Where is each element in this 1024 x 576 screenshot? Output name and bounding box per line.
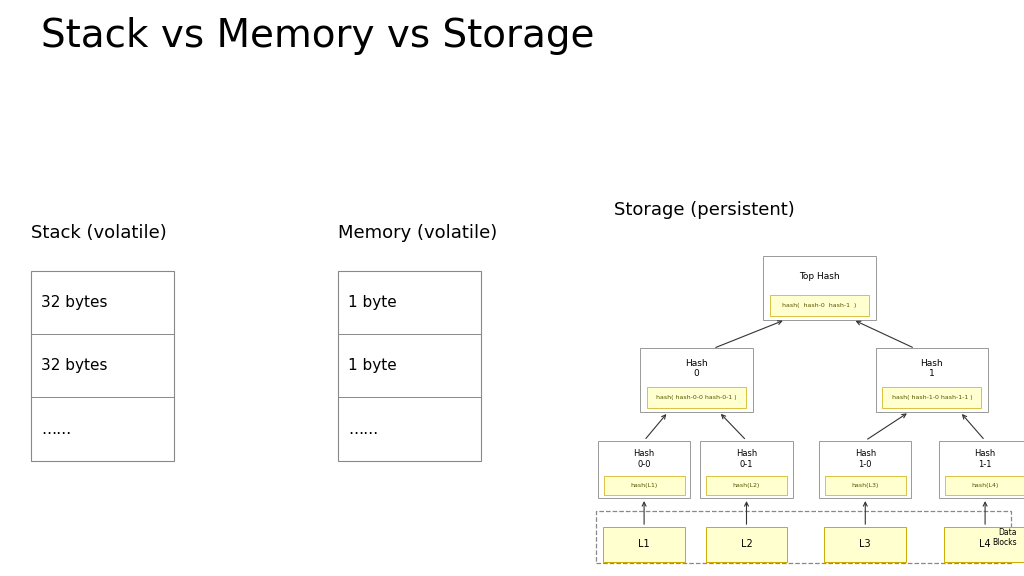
- FancyBboxPatch shape: [819, 441, 911, 498]
- Text: ……: ……: [41, 422, 72, 437]
- FancyBboxPatch shape: [944, 476, 1024, 495]
- Text: Data
Blocks: Data Blocks: [992, 528, 1017, 547]
- Text: Stack vs Memory vs Storage: Stack vs Memory vs Storage: [41, 17, 595, 55]
- Text: Hash
1-0: Hash 1-0: [855, 449, 876, 469]
- Text: Hash
0-0: Hash 0-0: [634, 449, 654, 469]
- Text: L3: L3: [859, 539, 871, 550]
- Text: Hash
1-1: Hash 1-1: [975, 449, 995, 469]
- FancyBboxPatch shape: [647, 387, 745, 408]
- Text: Hash
1: Hash 1: [921, 359, 943, 378]
- FancyBboxPatch shape: [944, 527, 1024, 562]
- Text: L1: L1: [638, 539, 650, 550]
- Text: L4: L4: [979, 539, 991, 550]
- Text: L2: L2: [740, 539, 753, 550]
- FancyBboxPatch shape: [824, 527, 906, 562]
- FancyBboxPatch shape: [640, 348, 753, 412]
- Text: hash(L3): hash(L3): [852, 483, 879, 488]
- Text: hash(L4): hash(L4): [972, 483, 998, 488]
- Text: Storage (persistent): Storage (persistent): [614, 201, 796, 219]
- Text: hash(L1): hash(L1): [631, 483, 657, 488]
- Text: Hash
0-1: Hash 0-1: [736, 449, 757, 469]
- FancyBboxPatch shape: [939, 441, 1024, 498]
- FancyBboxPatch shape: [603, 476, 685, 495]
- FancyBboxPatch shape: [706, 476, 787, 495]
- FancyBboxPatch shape: [338, 271, 481, 461]
- Text: ……: ……: [348, 422, 379, 437]
- Text: 32 bytes: 32 bytes: [41, 295, 108, 310]
- FancyBboxPatch shape: [883, 387, 981, 408]
- FancyBboxPatch shape: [603, 527, 685, 562]
- Text: Stack (volatile): Stack (volatile): [31, 224, 167, 242]
- Text: Memory (volatile): Memory (volatile): [338, 224, 498, 242]
- FancyBboxPatch shape: [876, 348, 988, 412]
- FancyBboxPatch shape: [31, 271, 174, 461]
- Text: Top Hash: Top Hash: [799, 272, 840, 281]
- FancyBboxPatch shape: [706, 527, 787, 562]
- Text: hash( hash-0-0 hash-0-1 ): hash( hash-0-0 hash-0-1 ): [656, 395, 736, 400]
- FancyBboxPatch shape: [598, 441, 690, 498]
- Text: hash(  hash-0  hash-1  ): hash( hash-0 hash-1 ): [782, 303, 856, 308]
- FancyBboxPatch shape: [824, 476, 906, 495]
- FancyBboxPatch shape: [770, 295, 868, 316]
- Text: 1 byte: 1 byte: [348, 295, 397, 310]
- Text: 32 bytes: 32 bytes: [41, 358, 108, 373]
- Text: hash( hash-1-0 hash-1-1 ): hash( hash-1-0 hash-1-1 ): [892, 395, 972, 400]
- Text: hash(L2): hash(L2): [733, 483, 760, 488]
- Text: Hash
0: Hash 0: [685, 359, 708, 378]
- FancyBboxPatch shape: [763, 256, 876, 320]
- Text: 1 byte: 1 byte: [348, 358, 397, 373]
- FancyBboxPatch shape: [700, 441, 793, 498]
